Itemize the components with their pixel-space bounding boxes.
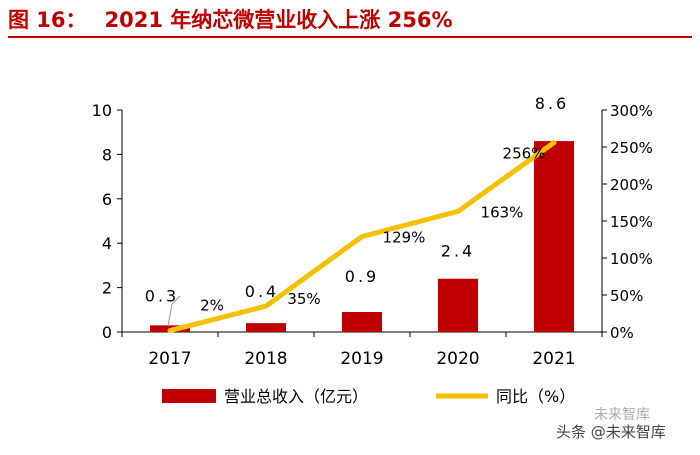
revenue-bar-label: 0.4 bbox=[245, 282, 279, 301]
y-right-tick-label: 200% bbox=[610, 176, 653, 194]
y-left-tick-label: 4 bbox=[102, 234, 112, 253]
y-right-tick-label: 50% bbox=[610, 287, 643, 305]
x-tick-label: 2017 bbox=[148, 349, 191, 369]
yoy-growth-label: 35% bbox=[287, 290, 320, 308]
yoy-growth-label: 129% bbox=[383, 229, 426, 247]
watermark-logo: 未来智库 bbox=[594, 407, 650, 423]
figure-title: 图 16： 2021 年纳芯微营业收入上涨 256% bbox=[8, 6, 692, 34]
revenue-bar-label: 2.4 bbox=[441, 242, 475, 261]
y-left-tick-label: 0 bbox=[102, 323, 112, 342]
x-tick-label: 2018 bbox=[244, 349, 287, 369]
revenue-bar-label: 0.9 bbox=[345, 267, 379, 286]
revenue-bar-label: 8.6 bbox=[535, 94, 569, 113]
x-tick-label: 2020 bbox=[436, 349, 479, 369]
y-left-tick-label: 2 bbox=[102, 279, 112, 298]
bar-label-leader bbox=[167, 295, 181, 327]
legend-label-revenue: 营业总收入（亿元） bbox=[224, 387, 368, 406]
y-right-tick-label: 300% bbox=[610, 102, 653, 120]
y-right-tick-label: 100% bbox=[610, 250, 653, 268]
y-right-tick-label: 150% bbox=[610, 213, 653, 231]
figure-title-text: 2021 年纳芯微营业收入上涨 256% bbox=[104, 8, 453, 32]
revenue-bar bbox=[246, 323, 286, 332]
legend-label-yoy: 同比（%） bbox=[496, 387, 575, 406]
y-right-tick-label: 0% bbox=[610, 324, 634, 342]
x-tick-label: 2019 bbox=[340, 349, 383, 369]
yoy-growth-label: 163% bbox=[481, 203, 524, 221]
y-left-tick-label: 8 bbox=[102, 145, 112, 164]
x-tick-label: 2021 bbox=[532, 349, 575, 369]
yoy-growth-line bbox=[167, 140, 557, 334]
title-underline bbox=[8, 36, 692, 38]
figure-label: 图 16： bbox=[8, 8, 87, 32]
yoy-growth-label: 256% bbox=[503, 145, 546, 163]
y-left-tick-label: 10 bbox=[92, 101, 112, 120]
y-right-tick-label: 250% bbox=[610, 139, 653, 157]
yoy-growth-label: 2% bbox=[200, 297, 224, 315]
revenue-bar bbox=[438, 278, 478, 332]
revenue-bar bbox=[534, 141, 574, 332]
revenue-bar bbox=[342, 312, 382, 332]
revenue-bar-label: 0.3 bbox=[145, 286, 179, 305]
legend-swatch-revenue bbox=[162, 389, 216, 403]
y-left-tick-label: 6 bbox=[102, 190, 112, 209]
watermark-text: 头条 @未来智库 bbox=[556, 423, 666, 441]
